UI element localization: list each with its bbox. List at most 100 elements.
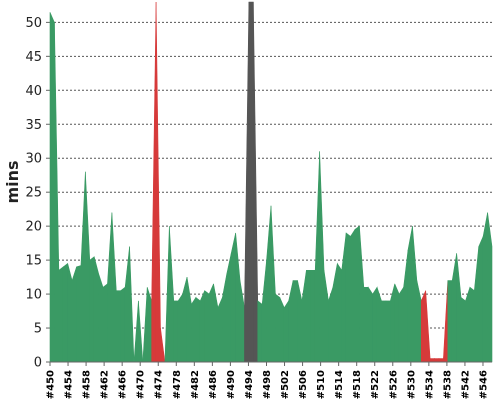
x-tick-label: #470 — [136, 370, 147, 399]
area-segment — [447, 280, 453, 363]
area-segment — [230, 232, 236, 363]
area-segment — [120, 286, 126, 363]
area-segment — [376, 287, 382, 363]
area-segment — [67, 263, 73, 363]
area-segment — [222, 273, 228, 363]
x-tick-label: #498 — [262, 370, 273, 399]
area-segment — [182, 277, 188, 363]
y-axis-label: mins — [3, 160, 22, 203]
area-segment — [257, 300, 263, 363]
area-segment — [142, 287, 148, 363]
area-segment — [85, 171, 91, 363]
area-segment — [363, 286, 369, 363]
x-tick-label: #474 — [154, 370, 165, 399]
area-segment — [195, 296, 201, 363]
area-segment — [98, 273, 104, 363]
area-segment — [186, 277, 192, 363]
area-segment — [434, 358, 440, 363]
y-tick-label: 35 — [25, 118, 42, 133]
area-segment — [111, 212, 117, 363]
x-axis-ticks: #450 #454 #458 #462 #466 #470 #474 #478 #482 #486… — [46, 362, 489, 399]
area-segment — [146, 287, 152, 363]
x-tick-label: #466 — [118, 370, 129, 399]
x-tick-label: #518 — [352, 370, 363, 399]
area-segment — [124, 246, 130, 363]
area-segment — [248, 1, 254, 363]
area-segment — [279, 297, 285, 363]
area-segment — [482, 212, 488, 363]
x-tick-label: #478 — [172, 370, 183, 399]
area-segment — [283, 299, 289, 363]
area-segment — [465, 287, 471, 363]
area-segment — [129, 246, 135, 363]
x-tick-label: #542 — [460, 370, 471, 399]
area-segment — [177, 293, 183, 363]
x-tick-label: #486 — [208, 370, 219, 399]
x-tick-label: #506 — [298, 370, 309, 399]
area-segment — [451, 253, 457, 363]
area-segment — [474, 246, 480, 363]
area-segment — [235, 232, 241, 363]
area-segment — [420, 290, 426, 363]
x-tick-label: #502 — [280, 370, 291, 399]
x-tick-label: #494 — [244, 370, 255, 399]
area-segment — [319, 151, 325, 363]
area-segment — [173, 300, 179, 363]
area-segment — [270, 205, 276, 363]
area-segment — [116, 290, 122, 363]
y-tick-label: 40 — [25, 84, 42, 99]
area-segment — [438, 358, 444, 363]
area-segment — [102, 283, 108, 363]
area-segment — [407, 226, 413, 363]
area-segment — [381, 300, 387, 363]
area-segment — [390, 283, 396, 363]
x-tick-label: #482 — [190, 370, 201, 399]
area-segment — [213, 283, 219, 363]
area-segment — [261, 260, 267, 363]
y-tick-label: 15 — [25, 254, 42, 269]
y-tick-label: 10 — [25, 288, 42, 303]
x-tick-label: #462 — [100, 370, 111, 399]
area-segment — [359, 226, 365, 363]
area-segment — [58, 266, 64, 363]
area-segment — [199, 290, 205, 363]
area-segment — [301, 270, 307, 363]
area-segment — [191, 296, 197, 363]
area-segment — [266, 205, 272, 363]
area-segment — [292, 280, 298, 363]
x-tick-label: #522 — [370, 370, 381, 399]
area-segment — [328, 287, 334, 363]
area-segment — [71, 266, 77, 363]
area-segment — [456, 253, 462, 363]
area-segment — [412, 226, 418, 363]
area-segment — [416, 280, 422, 363]
area-segment — [425, 290, 431, 363]
area-segment — [169, 226, 175, 363]
x-tick-label: #546 — [478, 370, 489, 399]
area-segment — [239, 280, 245, 363]
series-area — [49, 1, 493, 363]
area-segment — [345, 232, 351, 363]
area-segment — [89, 256, 95, 363]
area-segment — [151, 1, 157, 363]
area-segment — [354, 225, 360, 363]
area-segment — [160, 327, 166, 363]
area-segment — [394, 283, 400, 363]
area-segment — [107, 212, 113, 363]
y-axis-ticks: 0 5 10 15 20 25 30 35 40 45 50 — [25, 16, 50, 371]
x-tick-label: #514 — [334, 370, 345, 399]
area-segment — [314, 151, 320, 363]
area-segment — [93, 256, 99, 363]
y-tick-label: 0 — [34, 356, 42, 371]
y-tick-label: 5 — [34, 322, 42, 337]
y-tick-label: 30 — [25, 152, 42, 167]
x-tick-label: #526 — [388, 370, 399, 399]
area-segment — [398, 286, 404, 363]
area-segment — [403, 249, 409, 363]
area-segment — [310, 270, 316, 363]
area-segment — [208, 283, 214, 363]
x-tick-label: #510 — [316, 370, 327, 399]
area-segment — [226, 253, 232, 363]
x-tick-label: #538 — [442, 370, 453, 399]
